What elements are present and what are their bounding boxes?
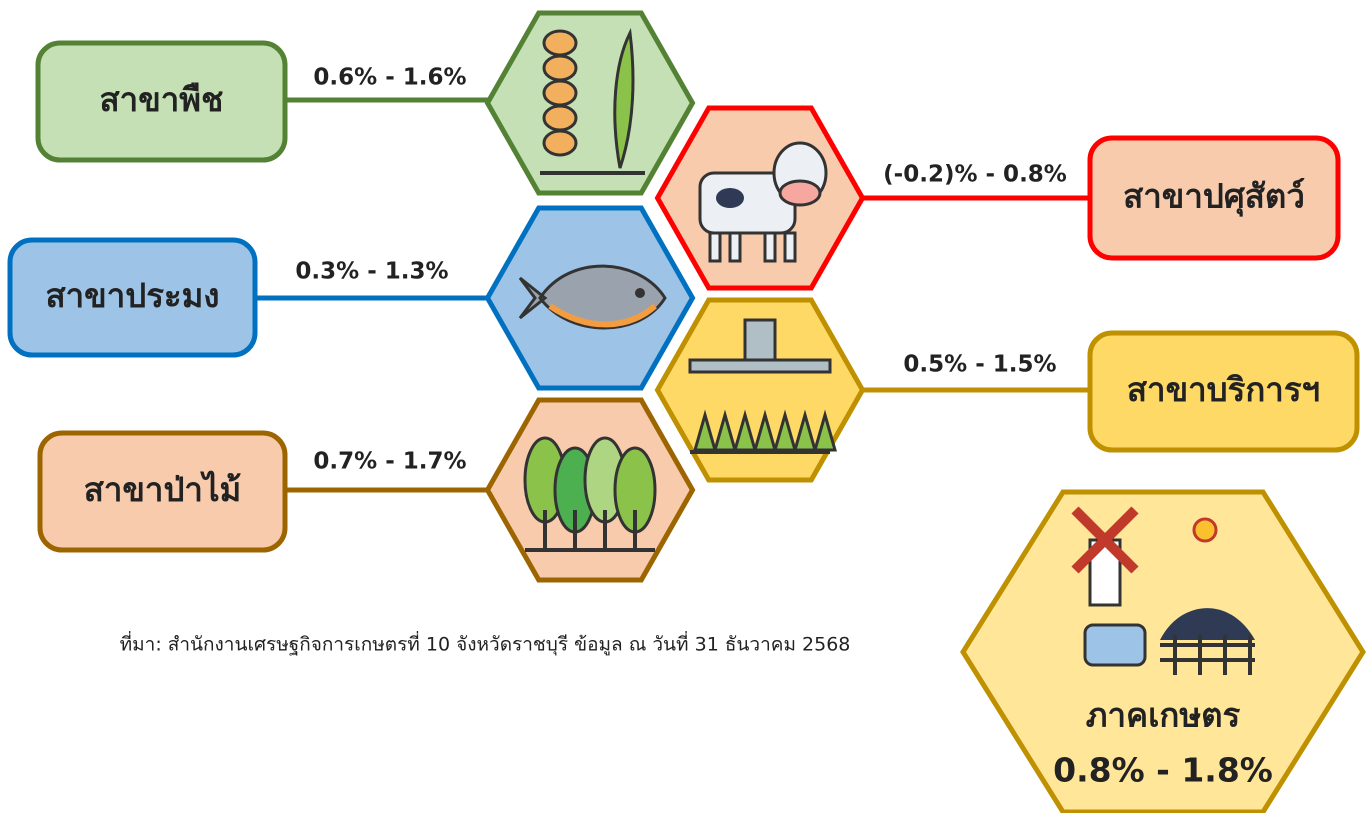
sector-name: สาขาพืช (100, 80, 224, 119)
sector-box (37, 430, 288, 553)
sector: สาขาประมง 0.3% - 1.3% (7, 205, 696, 391)
icon-grain (542, 54, 578, 82)
icon-leg (763, 231, 777, 263)
icon-leg (728, 231, 742, 263)
icon-leaf (613, 27, 635, 169)
sector-name: สาขาประมง (45, 276, 219, 315)
icon-fence (1160, 635, 1255, 675)
sector: สาขาพืช 0.6% - 1.6% (35, 10, 696, 196)
sector-range: 0.5% - 1.5% (903, 352, 1056, 378)
sector-name: สาขาป่าไม้ (84, 470, 242, 509)
icon-leg (783, 231, 797, 263)
icon-sun (1192, 517, 1218, 543)
total-hexagon (960, 489, 1366, 813)
sector: สาขาป่าไม้ 0.7% - 1.7% (37, 397, 696, 583)
icon-grain (542, 129, 578, 157)
icon-grain (542, 79, 578, 107)
total-name: ภาคเกษตร (1086, 696, 1241, 735)
total: ภาคเกษตร 0.8% - 1.8% (960, 489, 1366, 813)
hexagon (484, 10, 696, 196)
sector-range: (-0.2)% - 0.8% (883, 162, 1067, 188)
icon-bar (688, 358, 832, 374)
icon-hill (1160, 608, 1255, 640)
source-note: ที่มา: สำนักงานเศรษฐกิจการเกษตรที่ 10 จั… (120, 631, 851, 657)
icon-grain (542, 29, 578, 57)
icon-grain (542, 104, 578, 132)
icon-eye (635, 288, 645, 298)
sector-name: สาขาปศุสัตว์ (1123, 177, 1305, 218)
sector-range: 0.6% - 1.6% (313, 65, 466, 91)
icon-belly (548, 303, 657, 328)
icon-pump (743, 318, 777, 362)
icon-leg (708, 231, 722, 263)
sector-box (1087, 330, 1360, 453)
sector-box (1087, 135, 1341, 261)
sector: สาขาบริการฯ 0.5% - 1.5% (654, 297, 1360, 483)
sector-range: 0.3% - 1.3% (295, 259, 448, 285)
sector-name: สาขาบริการฯ (1127, 370, 1320, 409)
icon-cow (1083, 623, 1147, 667)
icon-blades (1071, 506, 1139, 574)
icon-nose (778, 179, 822, 207)
total-range: 0.8% - 1.8% (1053, 751, 1273, 790)
sector-box (7, 237, 258, 358)
icon-spot (716, 188, 744, 208)
sector-range: 0.7% - 1.7% (313, 449, 466, 475)
sector: สาขาปศุสัตว์ (-0.2)% - 0.8% (654, 105, 1341, 291)
sector-box (35, 40, 288, 163)
